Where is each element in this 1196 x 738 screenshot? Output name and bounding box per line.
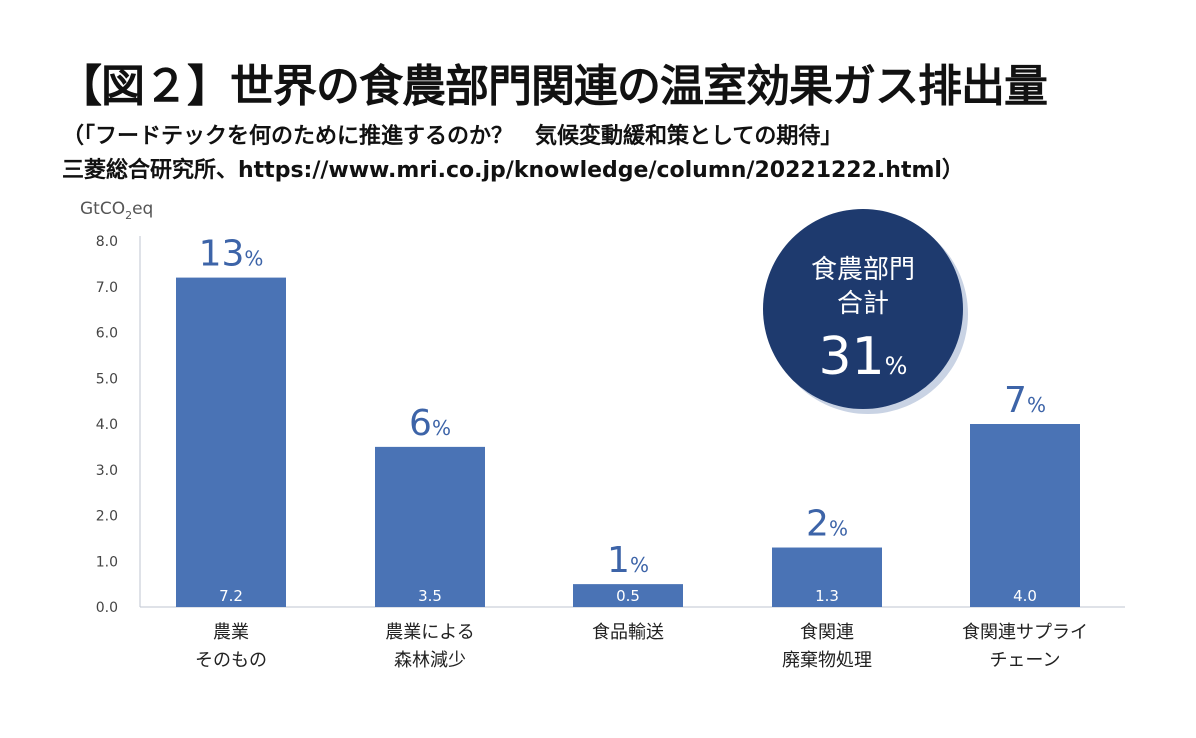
y-axis-unit-main: GtCO xyxy=(80,199,125,219)
bar-percent-label: 1% xyxy=(607,540,649,581)
bar-percent-sign: % xyxy=(244,247,263,271)
svg-text:GtCO2eq: GtCO2eq xyxy=(80,199,153,222)
bar-percent-number: 1 xyxy=(607,540,630,581)
bar-percent-label: 6% xyxy=(409,403,451,444)
bar-series: 7.2 13% 3.5 6% 0.5 1% 1.3 2% 4.0 7% xyxy=(176,234,1080,607)
y-tick-label: 8.0 xyxy=(96,234,118,250)
y-tick-label: 5.0 xyxy=(96,371,118,387)
total-badge: 食農部門 合計 31% xyxy=(763,209,968,414)
y-axis-unit-tail: eq xyxy=(132,199,153,219)
category-label: 食関連 xyxy=(800,622,854,643)
category-label: そのもの xyxy=(195,650,267,671)
source-citation-line-1: （「フードテックを何のために推進するのか？ 気候変動緩和策としての期待」 xyxy=(62,124,843,149)
y-axis-ticks: 0.0 1.0 2.0 3.0 4.0 5.0 6.0 7.0 8.0 xyxy=(96,234,118,616)
bar xyxy=(176,277,286,607)
chart-title: 【図２】世界の食農部門関連の温室効果ガス排出量 xyxy=(58,61,1048,112)
bar-percent-number: 2 xyxy=(806,504,829,545)
bar-percent-number: 7 xyxy=(1004,380,1027,421)
category-label: 廃棄物処理 xyxy=(782,650,872,671)
bar-percent-label: 2% xyxy=(806,504,848,545)
total-badge-number: 31 xyxy=(819,327,885,387)
source-citation-line-2: 三菱総合研究所、https://www.mri.co.jp/knowledge/… xyxy=(62,158,964,183)
bar xyxy=(375,446,485,607)
total-badge-percent-sign: % xyxy=(885,352,908,380)
bar-percent-label: 7% xyxy=(1004,380,1046,421)
bar-percent-number: 6 xyxy=(409,403,432,444)
bar xyxy=(573,584,683,607)
bar-percent-sign: % xyxy=(1027,393,1046,417)
category-label: チェーン xyxy=(989,650,1060,671)
total-badge-line1: 食農部門 xyxy=(811,255,915,285)
bar-value-label: 3.5 xyxy=(418,587,442,605)
bar-value-label: 7.2 xyxy=(219,587,243,605)
total-badge-line2: 合計 xyxy=(837,289,889,319)
bar-value-label: 1.3 xyxy=(815,587,839,605)
category-label: 農業による xyxy=(385,622,474,643)
category-label: 森林減少 xyxy=(394,650,466,671)
y-tick-label: 3.0 xyxy=(96,463,118,479)
total-badge-circle xyxy=(763,209,963,409)
category-label: 農業 xyxy=(213,622,249,643)
y-tick-label: 1.0 xyxy=(96,554,118,570)
y-axis-unit-subscript: 2 xyxy=(125,209,132,222)
y-tick-label: 7.0 xyxy=(96,280,118,296)
category-label: 食関連サプライ xyxy=(962,622,1088,643)
y-axis-unit-label: GtCO2eq xyxy=(80,199,153,222)
bar-value-label: 0.5 xyxy=(616,587,640,605)
bar-percent-label: 13% xyxy=(199,234,264,275)
bar-percent-sign: % xyxy=(432,416,451,440)
bar xyxy=(772,547,882,607)
total-badge-value: 31% xyxy=(819,327,908,387)
bar-value-label: 4.0 xyxy=(1013,587,1037,605)
bar-percent-number: 13 xyxy=(199,234,245,275)
category-label: 食品輸送 xyxy=(592,622,664,643)
bar xyxy=(970,424,1080,607)
y-tick-label: 2.0 xyxy=(96,509,118,525)
y-tick-label: 0.0 xyxy=(96,600,118,616)
y-tick-label: 6.0 xyxy=(96,326,118,342)
bar-percent-sign: % xyxy=(829,517,848,541)
y-tick-label: 4.0 xyxy=(96,417,118,433)
bar-percent-sign: % xyxy=(630,553,649,577)
